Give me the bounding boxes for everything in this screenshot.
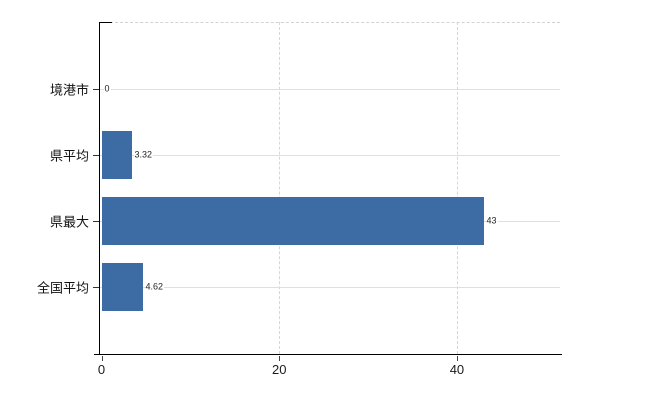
bar-value-label: 3.32 [133,149,154,161]
x-axis-line [94,354,562,355]
x-axis-tick-label: 0 [97,362,106,377]
category-label: 県平均 [49,148,89,164]
v-gridline-40 [456,22,458,354]
x-axis-tick-0 [101,355,103,361]
category-tick [92,221,99,222]
bar-value-label: 4.62 [144,281,165,293]
h-gridline [100,287,560,288]
bar-県最大 [101,197,484,245]
h-gridline [100,155,560,156]
x-axis-tick-20 [279,355,281,361]
y-axis-end-tick [98,22,112,23]
bar-value-label: 43 [485,215,498,227]
plot-top-border [100,22,560,23]
category-label: 全国平均 [36,280,89,296]
x-axis-tick-40 [456,355,458,361]
category-label: 境港市 [49,82,89,98]
bar-県平均 [101,131,132,179]
category-tick [92,155,99,156]
category-label: 県最大 [49,214,89,230]
bar-全国平均 [101,263,143,311]
x-axis-tick-label: 40 [449,362,465,377]
category-tick [92,287,99,288]
v-gridline-20 [279,22,281,354]
bar-value-label: 0 [103,83,111,95]
x-axis-tick-label: 20 [271,362,287,377]
y-axis-line [98,22,100,354]
h-gridline [100,89,560,90]
category-tick [92,89,99,90]
